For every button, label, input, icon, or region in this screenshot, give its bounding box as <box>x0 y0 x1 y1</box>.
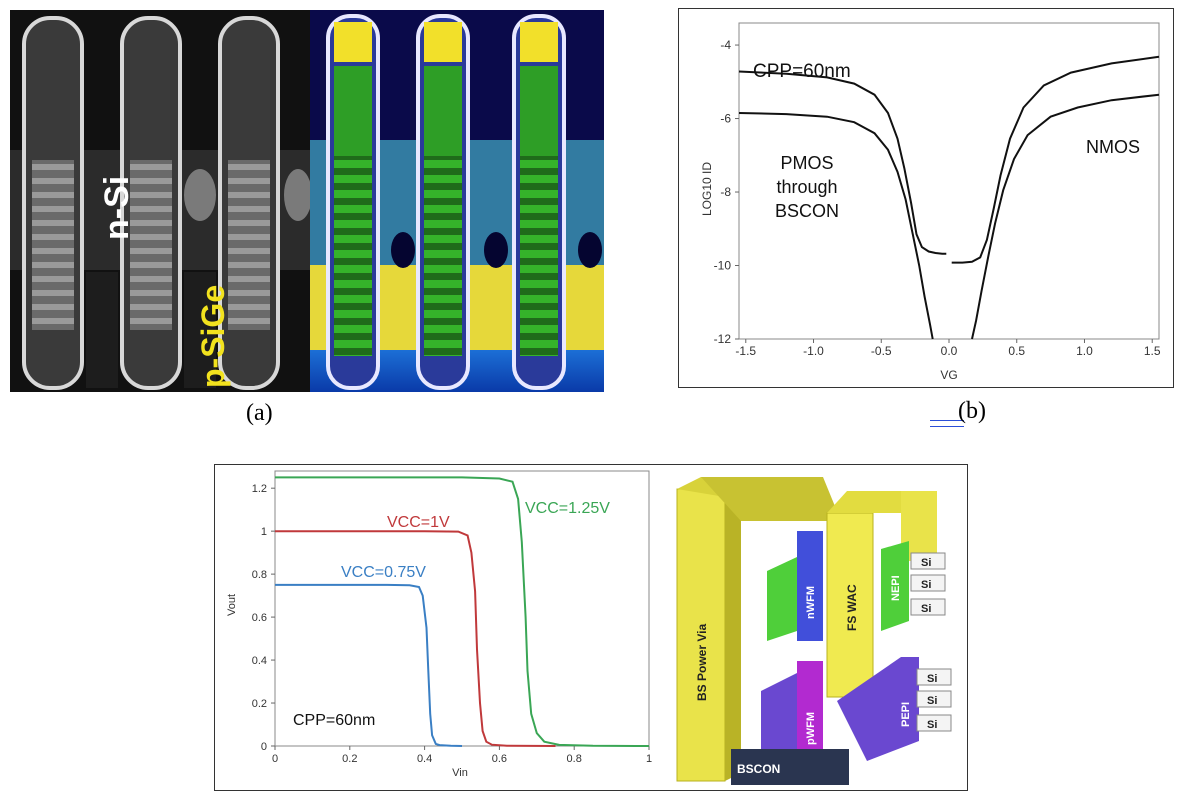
vtc-chart: 0 0.2 0.4 0.6 0.8 1 0 0.2 0.4 0.6 0.8 1 1.2 Vout Vin… <box>226 470 952 785</box>
purple-gate-left <box>761 673 797 761</box>
cpp-vtc-annotation: CPP=60nm <box>293 712 375 729</box>
series-line-0 <box>738 70 947 255</box>
si-label-5: Si <box>927 695 937 707</box>
vtc-ylabel: Vout <box>226 594 238 616</box>
n-si-label: n-Si <box>98 176 136 240</box>
series-line-1 <box>275 530 556 747</box>
inverter-panel: 0 0.2 0.4 0.6 0.8 1 0 0.2 0.4 0.6 0.8 1 1.2 Vout Vin… <box>214 464 968 791</box>
x-tick-label: 0 <box>272 753 278 765</box>
pmos-label-line1: PMOS <box>780 153 833 173</box>
nepi-block <box>881 541 909 631</box>
y-tick-label: -6 <box>720 112 731 126</box>
tem-image-panel: n-Si p-SiGe <box>10 10 604 392</box>
nwfm-label: nWFM <box>805 586 817 619</box>
si-fins-top <box>910 552 946 616</box>
p-sige-label: p-SiGe <box>195 285 231 388</box>
x-tick-label: 0.2 <box>342 753 357 765</box>
cpp-annotation: CPP=60nm <box>753 61 851 82</box>
gray-fins <box>22 16 312 390</box>
vtc-xlabel: Vin <box>452 767 468 779</box>
fs-wac-label: FS WAC <box>845 584 859 631</box>
bs-power-via-side <box>725 489 741 781</box>
caption-a: (a) <box>246 400 273 426</box>
nmos-label: NMOS <box>1086 137 1140 157</box>
y-tick-label: 0.2 <box>252 698 267 710</box>
x-tick-label: -1.0 <box>803 344 824 358</box>
bscon-label: BSCON <box>737 762 780 776</box>
y-tick-label: 0.6 <box>252 612 267 624</box>
si-label-6: Si <box>927 719 937 731</box>
caption-b-underline <box>930 420 964 427</box>
x-tick-label: 0.4 <box>417 753 432 765</box>
via-crossbar <box>701 477 841 521</box>
si-label-4: Si <box>927 673 937 685</box>
caption-b: (b) <box>958 398 986 424</box>
x-tick-label: -0.5 <box>871 344 892 358</box>
y-tick-label: -8 <box>720 185 731 199</box>
bscon-block <box>731 749 849 785</box>
x-tick-label: 1.5 <box>1144 344 1161 358</box>
nwfm-block <box>797 531 823 641</box>
si-label-1: Si <box>921 557 931 569</box>
nepi-label: NEPI <box>890 575 902 601</box>
si-label-2: Si <box>921 579 931 591</box>
vcc-1v-label: VCC=1V <box>387 514 450 531</box>
si-fins-bottom <box>916 668 952 732</box>
y-tick-label: 0.8 <box>252 569 267 581</box>
xlabel: VG <box>940 368 957 382</box>
fs-wac-crossbar <box>901 491 937 561</box>
pepi-block <box>837 657 919 761</box>
pwfm-label: pWFM <box>805 712 817 745</box>
device-structure: BS Power Via FS WAC nWFM pWFM NEPI PEPI … <box>676 477 952 785</box>
x-tick-label: 0.0 <box>941 344 958 358</box>
y-tick-label: 0.4 <box>252 655 267 667</box>
x-tick-label: 1.0 <box>1076 344 1093 358</box>
x-tick-label: 1 <box>646 753 652 765</box>
bs-power-via-label: BS Power Via <box>695 624 709 701</box>
pwfm-block <box>797 661 823 769</box>
vcc-075v-label: VCC=0.75V <box>341 564 426 581</box>
tem-image: n-Si p-SiGe <box>10 10 604 392</box>
vcc-125v-label: VCC=1.25V <box>525 500 610 517</box>
y-tick-label: 0 <box>261 741 267 753</box>
idvg-chart-panel: -1.5 -1.0 -0.5 0.0 0.5 1.0 1.5 -4 -6 -8 -10 -12 LOG… <box>678 8 1174 388</box>
x-tick-label: 0.6 <box>492 753 507 765</box>
pepi-label: PEPI <box>900 702 912 727</box>
series-line-2 <box>951 55 1160 264</box>
series-line-0 <box>275 583 463 747</box>
y-tick-label: -10 <box>714 259 732 273</box>
pmos-label-line2: through <box>776 177 837 197</box>
pmos-label-line3: BSCON <box>775 201 839 221</box>
eds-fins <box>326 14 602 390</box>
y-tick-label: -4 <box>720 38 731 52</box>
series-line-2 <box>275 476 650 747</box>
idvg-chart: -1.5 -1.0 -0.5 0.0 0.5 1.0 1.5 -4 -6 -8 -10 -12 LOG… <box>700 22 1161 382</box>
x-tick-label: 0.8 <box>567 753 582 765</box>
y-tick-label: -12 <box>714 332 732 346</box>
si-label-3: Si <box>921 603 931 615</box>
series-line-3 <box>971 93 1160 340</box>
x-tick-label: -1.5 <box>735 344 756 358</box>
x-tick-label: 0.5 <box>1008 344 1025 358</box>
y-tick-label: 1.2 <box>252 483 267 495</box>
ylabel: LOG10 ID <box>700 162 714 216</box>
green-gate-left <box>767 557 797 641</box>
series-line-1 <box>738 112 934 340</box>
y-tick-label: 1 <box>261 526 267 538</box>
